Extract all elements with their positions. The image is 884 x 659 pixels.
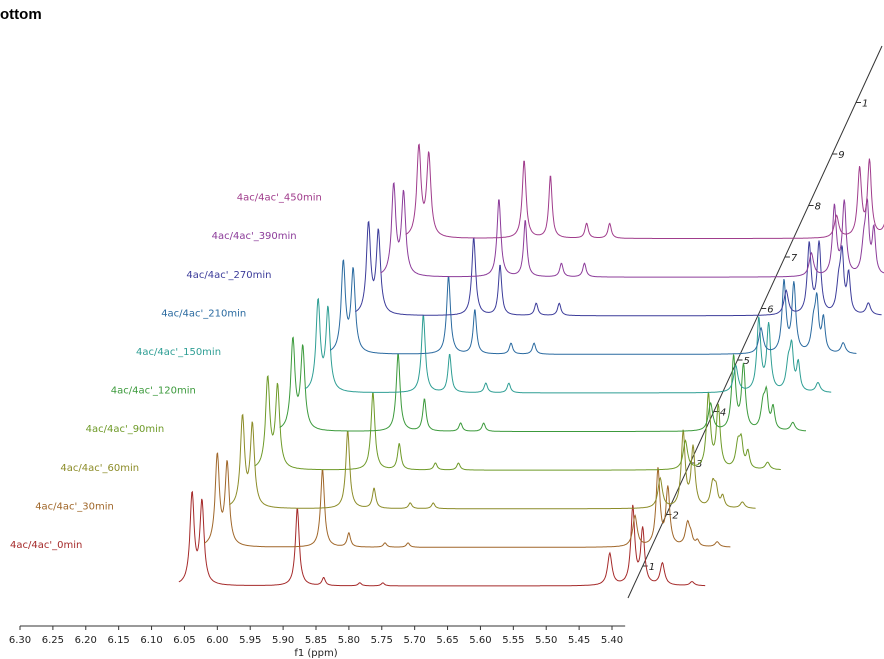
trace-label: 4ac/4ac'_150min — [136, 347, 221, 358]
trace-label: 4ac/4ac'_210min — [161, 308, 246, 319]
depth-tick-label: 3 — [696, 459, 702, 470]
depth-axis-line — [627, 45, 883, 599]
spectrum-trace — [304, 297, 832, 394]
trace-label: 4ac/4ac'_0min — [10, 540, 82, 551]
x-tick-label: 5.60 — [469, 635, 491, 646]
corner-label: ottom — [0, 6, 42, 23]
depth-tick-label: 7 — [791, 253, 798, 264]
x-tick-label: 5.55 — [502, 635, 524, 646]
spectrum-trace — [229, 413, 756, 510]
trace-label: 4ac/4ac'_270min — [186, 270, 271, 281]
x-axis: 6.30 6.25 6.20 6.15 6.10 6.05 6.00 5.95 5.90 5.85… — [9, 625, 626, 646]
x-tick-label: 6.25 — [42, 635, 64, 646]
depth-tick-label: 4 — [720, 408, 726, 419]
spectrum-trace — [178, 490, 706, 587]
trace-label: 4ac/4ac'_90min — [86, 424, 165, 435]
x-tick-label: 5.80 — [338, 635, 360, 646]
trace-label: 4ac/4ac'_60min — [60, 463, 139, 474]
spectrum-trace — [203, 452, 731, 548]
spectra-traces — [178, 143, 884, 587]
trace-label: 4ac/4ac'_120min — [111, 386, 196, 397]
depth-tick-label: 2 — [672, 511, 678, 522]
depth-tick-label: 1 — [862, 99, 868, 110]
spectrum-trace — [355, 220, 882, 317]
x-tick-label: 5.90 — [272, 635, 294, 646]
depth-tick-label: 8 — [815, 202, 821, 213]
depth-tick-label: 6 — [767, 305, 773, 316]
x-tick-label: 5.45 — [568, 635, 590, 646]
x-tick-label: 5.50 — [535, 635, 557, 646]
depth-axis: 1 2 3 4 5 6 7 8 9 1 — [627, 45, 883, 599]
spectrum-trace — [279, 336, 806, 432]
x-tick-label: 5.70 — [404, 635, 426, 646]
depth-tick-label: 5 — [744, 356, 750, 367]
x-tick-label: 6.30 — [9, 635, 31, 646]
x-tick-label: 6.20 — [75, 635, 97, 646]
x-tick-label: 5.95 — [239, 635, 261, 646]
trace-label: 4ac/4ac'_390min — [212, 231, 297, 242]
x-tick-label: 5.40 — [601, 635, 623, 646]
x-tick-label: 6.15 — [108, 635, 130, 646]
trace-label: 4ac/4ac'_450min — [237, 193, 322, 204]
spectrum-trace — [380, 181, 884, 278]
spectrum-trace — [329, 259, 857, 355]
trace-labels: 4ac/4ac'_0min 4ac/4ac'_30min 4ac/4ac'_60mi… — [10, 193, 322, 551]
x-tick-label: 6.00 — [206, 635, 228, 646]
x-tick-label: 5.65 — [436, 635, 458, 646]
depth-tick-label: 1 — [649, 562, 655, 573]
x-tick-label: 5.75 — [371, 635, 393, 646]
spectrum-trace — [405, 143, 884, 239]
x-tick-label: 5.85 — [305, 635, 327, 646]
x-axis-title: f1 (ppm) — [294, 648, 337, 659]
x-tick-label: 6.05 — [173, 635, 195, 646]
x-tick-label: 6.10 — [140, 635, 162, 646]
trace-label: 4ac/4ac'_30min — [35, 501, 114, 512]
spectrum-trace — [254, 374, 781, 471]
depth-tick-label: 9 — [838, 150, 844, 161]
